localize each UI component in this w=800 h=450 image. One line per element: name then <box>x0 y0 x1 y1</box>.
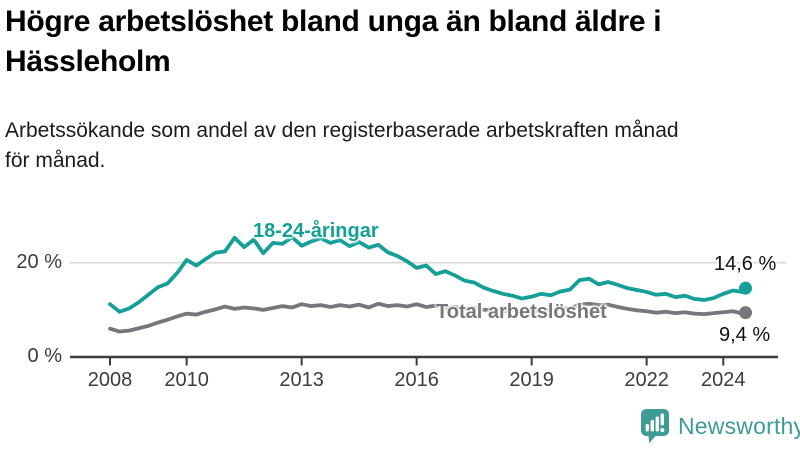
newsworthy-logo: Newsworthy <box>641 409 800 444</box>
series-line-total <box>108 301 748 334</box>
series-label-youth: 18-24-åringar <box>253 220 379 242</box>
x-tick-label: 2022 <box>624 369 669 391</box>
series-end-dot-youth <box>739 281 753 295</box>
series-label-total: Total arbetslöshet <box>436 301 607 323</box>
x-tick-label: 2010 <box>164 369 209 391</box>
newsworthy-bubble-chart-icon <box>641 409 669 444</box>
y-tick-label: 20 % <box>16 250 62 273</box>
page-title: Högre arbetslöshet bland unga än bland ä… <box>5 5 662 78</box>
x-tick-label: 2019 <box>509 369 554 391</box>
x-tick-label: 2008 <box>87 369 133 391</box>
end-value-label-youth: 14,6 % <box>714 253 777 275</box>
series-end-dot-total <box>739 306 753 320</box>
y-tick-label: 0 % <box>27 345 62 367</box>
x-tick-label: 2013 <box>279 369 324 391</box>
x-tick-label: 2016 <box>394 369 439 391</box>
newsworthy-wordmark: Newsworthy <box>678 413 800 439</box>
chart-subtitle: Arbetssökande som andel av den registerb… <box>5 119 679 172</box>
end-value-label-total: 9,4 % <box>719 324 771 346</box>
series-line-youth <box>108 235 748 314</box>
x-tick-label: 2024 <box>701 369 746 391</box>
